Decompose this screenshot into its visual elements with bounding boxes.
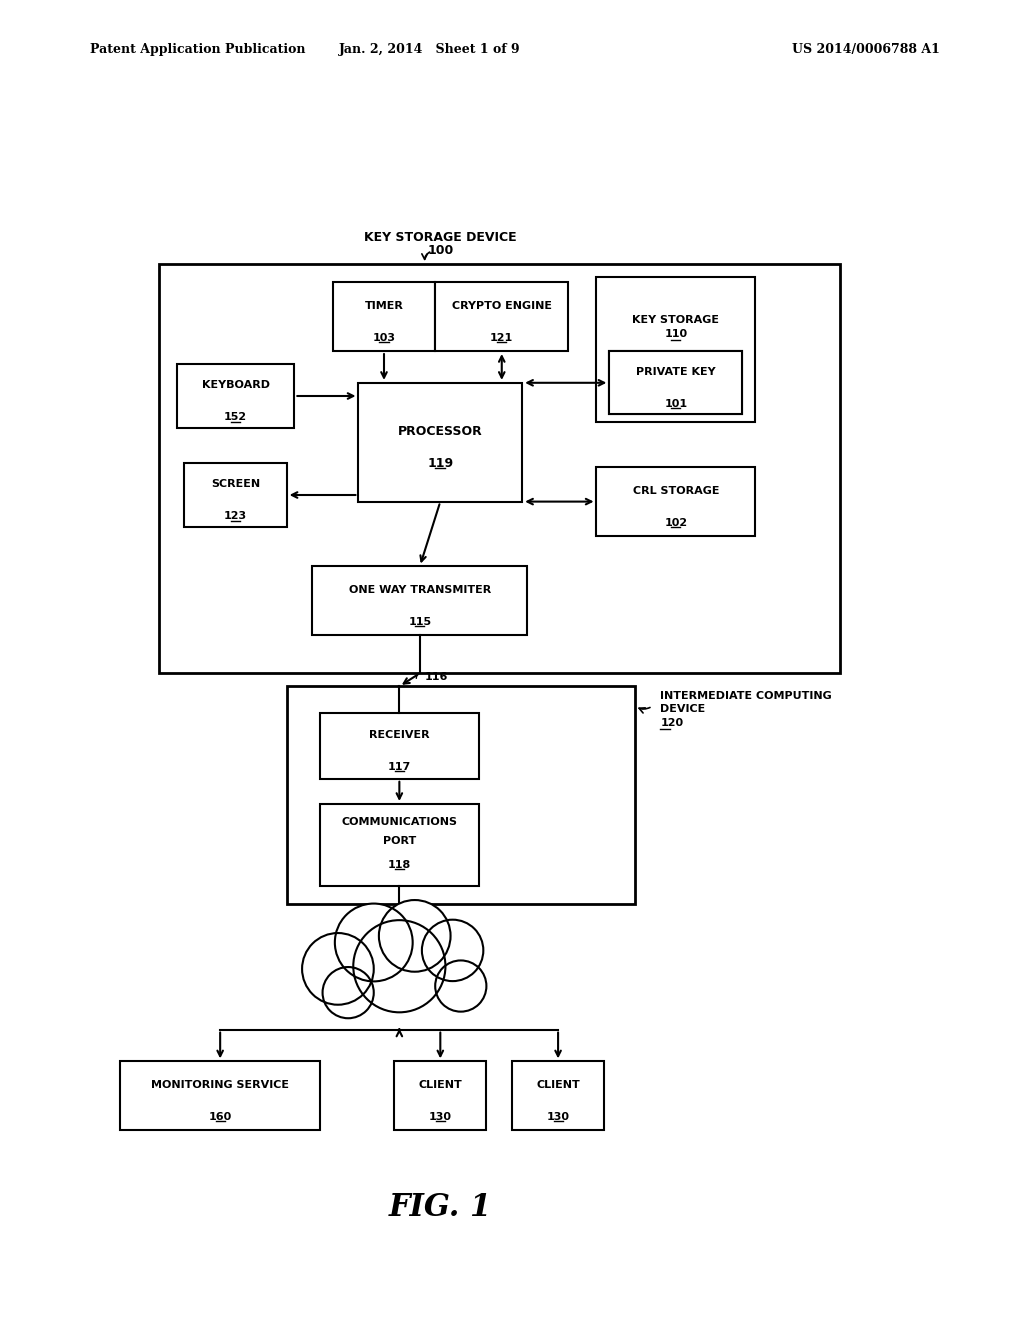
Bar (333, 282, 435, 351)
Circle shape (353, 920, 445, 1012)
Text: MONITORING SERVICE: MONITORING SERVICE (152, 1080, 289, 1090)
Circle shape (335, 904, 413, 981)
Text: KEY STORAGE: KEY STORAGE (633, 314, 719, 325)
Text: CRYPTO ENGINE: CRYPTO ENGINE (452, 301, 552, 312)
Text: 121: 121 (490, 333, 513, 343)
Text: US 2014/0006788 A1: US 2014/0006788 A1 (793, 44, 940, 57)
Text: KEYBOARD: KEYBOARD (202, 380, 269, 391)
Text: 117: 117 (388, 762, 411, 772)
Text: 100: 100 (427, 244, 454, 257)
Text: Jan. 2, 2014   Sheet 1 of 9: Jan. 2, 2014 Sheet 1 of 9 (339, 44, 521, 57)
Bar (596, 277, 756, 422)
Text: 130: 130 (429, 1111, 452, 1122)
Bar (319, 804, 479, 886)
Bar (159, 264, 840, 673)
Text: CRL STORAGE: CRL STORAGE (633, 486, 719, 496)
Circle shape (379, 900, 451, 972)
Text: 103: 103 (373, 333, 395, 343)
Text: 118: 118 (388, 859, 411, 870)
Text: 119: 119 (427, 457, 454, 470)
Text: 116: 116 (425, 672, 449, 682)
Text: KEY STORAGE DEVICE: KEY STORAGE DEVICE (364, 231, 517, 244)
Text: Patent Application Publication: Patent Application Publication (90, 44, 305, 57)
Bar (394, 1061, 486, 1130)
Text: COMMUNICATIONS: COMMUNICATIONS (341, 817, 458, 828)
Circle shape (422, 920, 483, 981)
Circle shape (435, 961, 486, 1011)
Bar (184, 463, 287, 527)
Text: TIMER: TIMER (365, 301, 403, 312)
Text: 160: 160 (209, 1111, 231, 1122)
Text: 130: 130 (547, 1111, 569, 1122)
Text: INTERMEDIATE COMPUTING: INTERMEDIATE COMPUTING (660, 692, 833, 701)
Text: CLIENT: CLIENT (537, 1080, 580, 1090)
Text: ONE WAY TRANSMITER: ONE WAY TRANSMITER (349, 585, 490, 595)
Text: PROCESSOR: PROCESSOR (398, 425, 482, 438)
Text: SCREEN: SCREEN (211, 479, 260, 490)
Text: 152: 152 (224, 412, 247, 422)
Bar (287, 686, 635, 904)
Text: 101: 101 (665, 399, 687, 409)
Text: 102: 102 (665, 517, 687, 528)
Circle shape (302, 933, 374, 1005)
Text: PRIVATE KEY: PRIVATE KEY (636, 367, 716, 378)
Text: 115: 115 (409, 616, 431, 627)
Bar (609, 351, 742, 414)
Bar (177, 364, 295, 428)
Bar (358, 383, 522, 502)
Text: 110: 110 (665, 329, 687, 339)
Bar (319, 713, 479, 779)
Bar (512, 1061, 604, 1130)
Text: 120: 120 (660, 718, 684, 729)
Text: 123: 123 (224, 511, 247, 521)
Text: DEVICE: DEVICE (660, 704, 706, 714)
Bar (609, 351, 742, 414)
Text: PRIVATE KEY: PRIVATE KEY (636, 367, 716, 378)
Text: FIG. 1: FIG. 1 (389, 1192, 492, 1224)
Bar (435, 282, 568, 351)
Bar (596, 467, 756, 536)
Text: CLIENT: CLIENT (419, 1080, 462, 1090)
Text: 101: 101 (665, 399, 687, 409)
Circle shape (323, 968, 374, 1018)
Bar (312, 566, 527, 635)
Bar (121, 1061, 319, 1130)
Text: RECEIVER: RECEIVER (369, 730, 430, 741)
Text: PORT: PORT (383, 836, 416, 846)
